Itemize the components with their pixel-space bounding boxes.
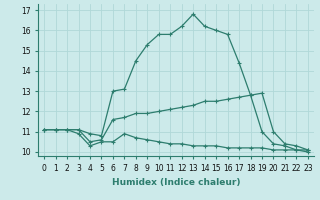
X-axis label: Humidex (Indice chaleur): Humidex (Indice chaleur) — [112, 178, 240, 187]
